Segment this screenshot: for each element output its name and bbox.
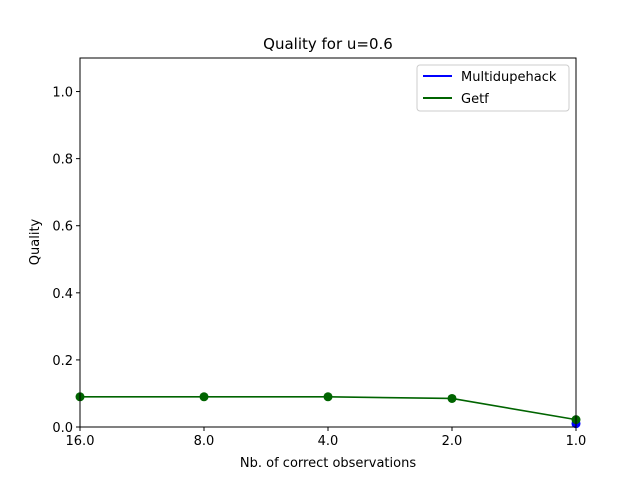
x-axis: 16.0 8.0 4.0 2.0 1.0 bbox=[66, 427, 587, 449]
x-axis-label: Nb. of correct observations bbox=[240, 456, 416, 471]
y-axis-label: Quality bbox=[28, 218, 43, 265]
x-tick-label: 16.0 bbox=[66, 434, 95, 449]
y-axis: 0.0 0.2 0.4 0.6 0.8 1.0 bbox=[52, 86, 80, 436]
x-tick-label: 4.0 bbox=[318, 434, 339, 449]
chart-title: Quality for u=0.6 bbox=[263, 35, 393, 53]
legend-label-getf: Getf bbox=[461, 92, 489, 107]
y-tick-label: 0.2 bbox=[52, 354, 73, 369]
data-point-getf bbox=[323, 392, 333, 402]
data-point-getf bbox=[199, 392, 209, 402]
legend-label-multidupehack: Multidupehack bbox=[461, 70, 557, 85]
y-tick-label: 0.0 bbox=[52, 421, 73, 436]
legend: Multidupehack Getf bbox=[416, 64, 570, 112]
y-tick-label: 0.4 bbox=[52, 287, 73, 302]
legend-frame bbox=[416, 64, 570, 112]
y-tick-label: 0.8 bbox=[52, 153, 73, 168]
x-tick-label: 2.0 bbox=[442, 434, 463, 449]
y-tick-label: 1.0 bbox=[52, 86, 73, 101]
y-tick-label: 0.6 bbox=[52, 220, 73, 235]
x-tick-label: 1.0 bbox=[566, 434, 587, 449]
x-tick-label: 8.0 bbox=[194, 434, 215, 449]
data-point-getf bbox=[447, 393, 457, 403]
